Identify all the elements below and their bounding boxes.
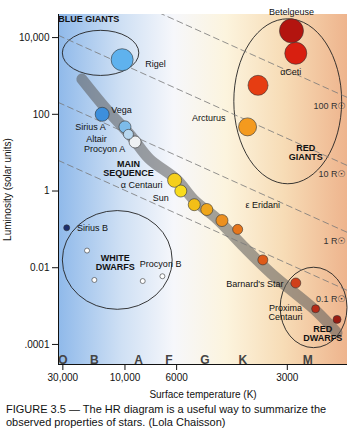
svg-text:Barnard's Star: Barnard's Star: [226, 279, 283, 289]
svg-text:Sirius A: Sirius A: [75, 122, 106, 132]
svg-text:0.1 R☉: 0.1 R☉: [316, 294, 346, 304]
svg-text:B: B: [90, 352, 99, 367]
svg-text:10,000: 10,000: [110, 372, 141, 383]
svg-text:Rigel: Rigel: [145, 59, 166, 69]
svg-text:Sirius B: Sirius B: [77, 223, 108, 233]
svg-text:10,000: 10,000: [19, 32, 50, 43]
svg-text:Surface temperature (K): Surface temperature (K): [149, 389, 256, 400]
svg-text:αCeti: αCeti: [280, 67, 301, 77]
svg-text:F: F: [165, 352, 173, 367]
svg-text:Luminosity (solar units): Luminosity (solar units): [2, 138, 13, 241]
svg-text:K: K: [238, 352, 248, 367]
svg-text:100: 100: [33, 109, 50, 120]
svg-text:0.01: 0.01: [30, 262, 50, 273]
svg-text:100 R☉: 100 R☉: [313, 101, 345, 111]
svg-text:ProximaCentauri: ProximaCentauri: [269, 303, 303, 322]
svg-text:ε Eridani: ε Eridani: [246, 200, 281, 210]
svg-text:REDDWARFS: REDDWARFS: [303, 324, 342, 343]
svg-text:WHITEDWARFS: WHITEDWARFS: [96, 253, 135, 272]
svg-text:1: 1: [44, 185, 50, 196]
svg-text:G: G: [200, 352, 210, 367]
svg-text:O: O: [58, 352, 68, 367]
svg-text:Betelgeuse: Betelgeuse: [269, 7, 314, 17]
svg-text:3000: 3000: [276, 372, 299, 383]
svg-text:Procyon A: Procyon A: [84, 144, 125, 154]
svg-text:A: A: [134, 352, 143, 367]
svg-text:1 R☉: 1 R☉: [323, 236, 345, 246]
svg-text:Sun: Sun: [153, 193, 169, 203]
svg-text:BLUE GIANTS: BLUE GIANTS: [58, 14, 119, 24]
svg-text:M: M: [302, 352, 313, 367]
html-text:FIGURE 3.5 — The HR diagram is: FIGURE 3.5 — The HR diagram is a useful …: [6, 403, 327, 428]
svg-text:30,000: 30,000: [48, 372, 79, 383]
svg-text:MAINSEQUENCE: MAINSEQUENCE: [103, 159, 154, 178]
svg-text:.0001: .0001: [24, 339, 49, 350]
svg-text:REDGIANTS: REDGIANTS: [289, 143, 323, 162]
svg-text:Vega: Vega: [111, 105, 132, 115]
svg-text:Arcturus: Arcturus: [192, 113, 226, 123]
svg-text:10 R☉: 10 R☉: [318, 169, 345, 179]
svg-text:Altair: Altair: [86, 134, 107, 144]
svg-text:α Centauri: α Centauri: [121, 180, 163, 190]
svg-text:6000: 6000: [166, 372, 189, 383]
svg-text:Procyon B: Procyon B: [140, 259, 182, 269]
